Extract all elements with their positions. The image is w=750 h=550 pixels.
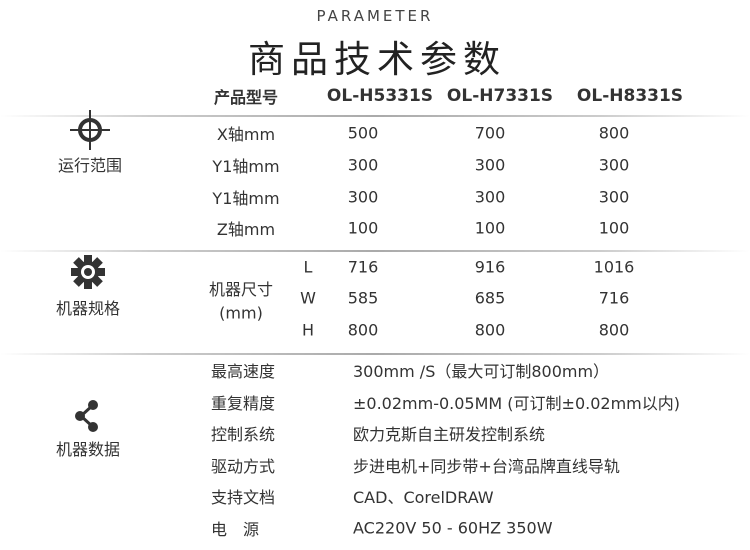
cell-value: 700 [474,123,506,143]
section-label-data: 机器数据 [55,440,121,459]
model-1: OL-H5331S [326,86,434,106]
row-value: ±0.02mm-0.05MM (可订制±0.02mm以内) [353,394,680,413]
dimension-label: L [303,257,313,277]
row-label: Y1轴mm [212,157,280,176]
gear-icon [71,255,105,289]
cell-value: 100 [474,218,506,238]
row-value: 300mm /S（最大可订制800mm） [353,362,610,381]
model-3: OL-H8331S [576,86,684,106]
cell-value: 716 [598,288,630,308]
subtitle: PARAMETER [316,7,434,25]
cell-value: 800 [598,320,630,340]
row-value: AC220V 50 - 60HZ 350W [353,518,553,538]
section-label-range: 运行范围 [57,156,123,175]
cell-value: 100 [347,218,379,238]
row-value: 步进电机+同步带+台湾品牌直线导轨 [353,457,620,476]
dimension-label: W [300,288,316,308]
row-label: 支持文档 [211,488,276,507]
row-label: 重复精度 [211,394,276,413]
row-label: Y1轴mm [212,189,280,208]
row-value: 欧力克斯自主研发控制系统 [353,425,546,444]
size-label: 机器尺寸 [208,280,274,299]
row-label: 控制系统 [211,425,276,444]
row-label: Z轴mm [216,220,276,239]
cell-value: 585 [347,288,379,308]
cell-value: 800 [598,123,630,143]
cell-value: 100 [598,218,630,238]
cell-value: 800 [474,320,506,340]
section-label-spec: 机器规格 [55,299,121,318]
size-unit: (mm) [219,303,263,323]
cell-value: 500 [347,123,379,143]
cell-value: 916 [474,257,506,277]
divider [0,353,750,355]
cell-value: 300 [598,155,630,175]
cell-value: 685 [474,288,506,308]
cell-value: 300 [474,155,506,175]
crosshair-icon [70,110,110,150]
dimension-label: H [301,320,315,340]
row-label: X轴mm [216,125,276,144]
cell-value: 1016 [593,257,635,277]
cell-value: 300 [347,155,379,175]
row-value: CAD、CorelDRAW [353,488,494,507]
model-label: 产品型号 [213,88,279,107]
divider [0,115,750,117]
row-label: 驱动方式 [211,457,276,476]
share-icon [75,400,98,432]
model-2: OL-H7331S [446,86,554,106]
row-label: 最高速度 [211,362,276,381]
cell-value: 300 [598,187,630,207]
cell-value: 800 [347,320,379,340]
row-label: 电 源 [211,520,260,539]
cell-value: 300 [474,187,506,207]
divider [0,250,750,252]
cell-value: 300 [347,187,379,207]
cell-value: 716 [347,257,379,277]
page-title: 商品技术参数 [248,38,506,81]
